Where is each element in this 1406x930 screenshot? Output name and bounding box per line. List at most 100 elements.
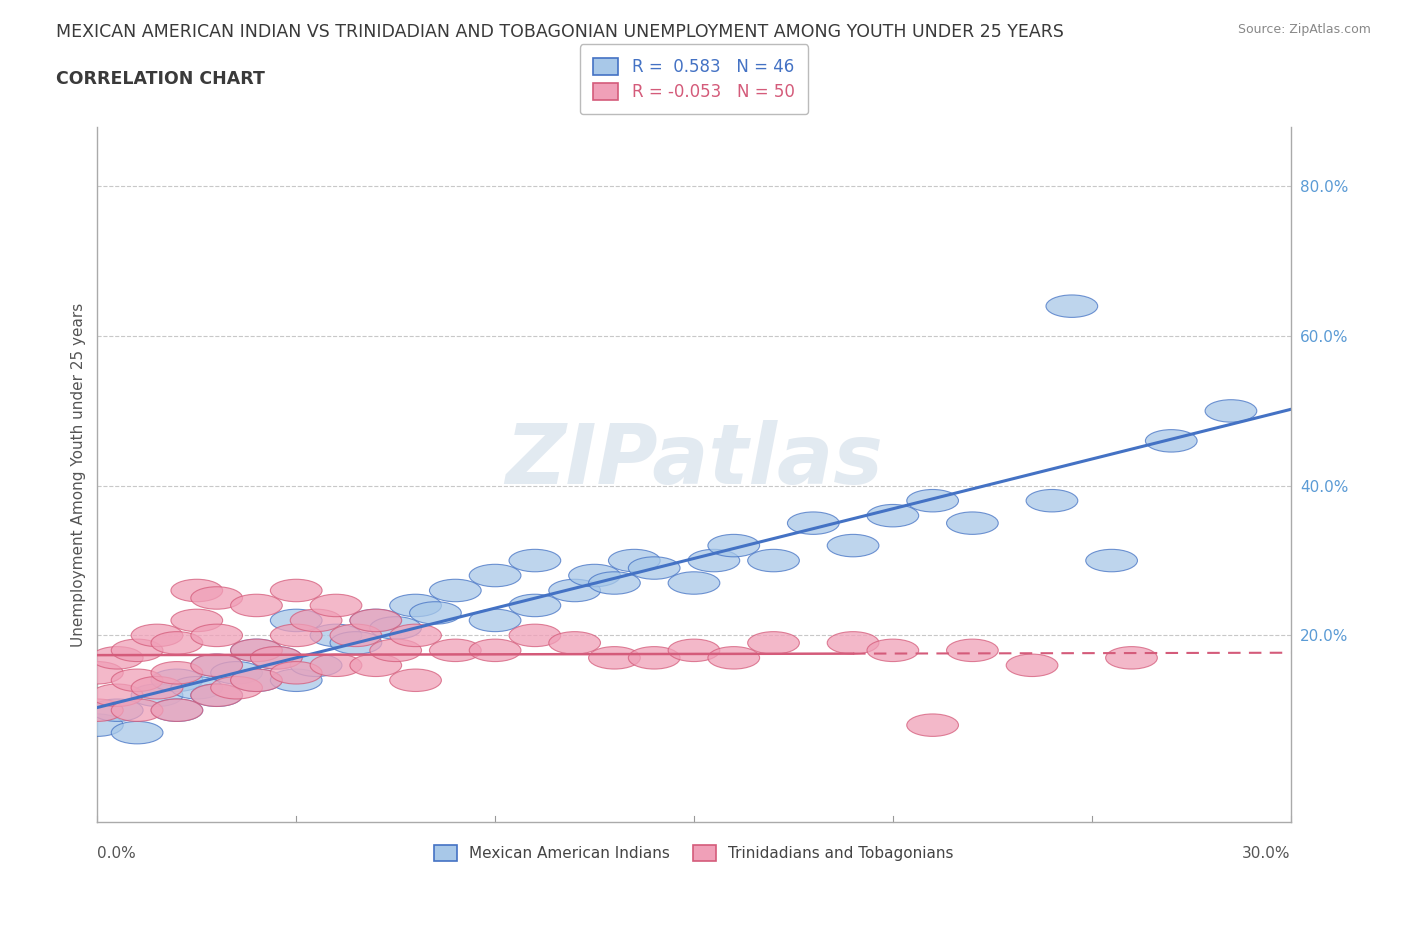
Ellipse shape [270,669,322,692]
Ellipse shape [72,714,124,737]
Ellipse shape [1007,654,1057,676]
Ellipse shape [111,639,163,661]
Ellipse shape [131,624,183,646]
Ellipse shape [868,504,918,527]
Ellipse shape [150,661,202,684]
Y-axis label: Unemployment Among Youth under 25 years: Unemployment Among Youth under 25 years [72,302,86,646]
Ellipse shape [191,684,242,707]
Ellipse shape [350,609,402,631]
Ellipse shape [72,661,124,684]
Text: Source: ZipAtlas.com: Source: ZipAtlas.com [1237,23,1371,36]
Ellipse shape [72,699,124,722]
Ellipse shape [131,676,183,699]
Ellipse shape [628,557,681,579]
Ellipse shape [868,639,918,661]
Ellipse shape [470,565,522,587]
Text: 0.0%: 0.0% [97,845,136,860]
Ellipse shape [370,639,422,661]
Ellipse shape [470,639,522,661]
Ellipse shape [91,699,143,722]
Text: ZIPatlas: ZIPatlas [505,420,883,501]
Ellipse shape [589,646,640,669]
Ellipse shape [429,639,481,661]
Ellipse shape [150,699,202,722]
Ellipse shape [150,699,202,722]
Ellipse shape [609,550,661,572]
Ellipse shape [211,676,263,699]
Ellipse shape [270,579,322,602]
Ellipse shape [91,684,143,707]
Ellipse shape [330,624,382,646]
Ellipse shape [389,624,441,646]
Ellipse shape [231,594,283,617]
Ellipse shape [290,609,342,631]
Ellipse shape [231,669,283,692]
Ellipse shape [270,609,322,631]
Ellipse shape [429,579,481,602]
Ellipse shape [548,631,600,654]
Ellipse shape [191,654,242,676]
Ellipse shape [172,609,222,631]
Ellipse shape [350,654,402,676]
Ellipse shape [191,684,242,707]
Ellipse shape [548,579,600,602]
Text: 30.0%: 30.0% [1241,845,1291,860]
Ellipse shape [330,631,382,654]
Ellipse shape [91,646,143,669]
Ellipse shape [231,639,283,661]
Ellipse shape [191,587,242,609]
Ellipse shape [111,699,163,722]
Ellipse shape [787,512,839,535]
Ellipse shape [370,617,422,639]
Ellipse shape [350,609,402,631]
Ellipse shape [827,535,879,557]
Ellipse shape [628,646,681,669]
Ellipse shape [389,669,441,692]
Ellipse shape [568,565,620,587]
Ellipse shape [409,602,461,624]
Ellipse shape [509,594,561,617]
Legend: Mexican American Indians, Trinidadians and Tobagonians: Mexican American Indians, Trinidadians a… [427,839,960,867]
Ellipse shape [191,654,242,676]
Ellipse shape [748,631,800,654]
Ellipse shape [1085,550,1137,572]
Ellipse shape [150,669,202,692]
Ellipse shape [946,639,998,661]
Ellipse shape [131,684,183,707]
Ellipse shape [827,631,879,654]
Ellipse shape [748,550,800,572]
Ellipse shape [311,624,361,646]
Ellipse shape [470,609,522,631]
Ellipse shape [250,646,302,669]
Ellipse shape [311,654,361,676]
Ellipse shape [907,714,959,737]
Ellipse shape [111,669,163,692]
Ellipse shape [707,535,759,557]
Ellipse shape [172,676,222,699]
Ellipse shape [389,594,441,617]
Ellipse shape [270,661,322,684]
Ellipse shape [668,639,720,661]
Text: MEXICAN AMERICAN INDIAN VS TRINIDADIAN AND TOBAGONIAN UNEMPLOYMENT AMONG YOUTH U: MEXICAN AMERICAN INDIAN VS TRINIDADIAN A… [56,23,1064,41]
Ellipse shape [270,624,322,646]
Ellipse shape [1105,646,1157,669]
Ellipse shape [150,631,202,654]
Ellipse shape [688,550,740,572]
Ellipse shape [1205,400,1257,422]
Ellipse shape [111,722,163,744]
Ellipse shape [231,669,283,692]
Ellipse shape [250,646,302,669]
Ellipse shape [191,624,242,646]
Ellipse shape [907,489,959,512]
Ellipse shape [211,661,263,684]
Ellipse shape [509,550,561,572]
Ellipse shape [509,624,561,646]
Text: CORRELATION CHART: CORRELATION CHART [56,70,266,87]
Ellipse shape [589,572,640,594]
Ellipse shape [1026,489,1078,512]
Ellipse shape [668,572,720,594]
Ellipse shape [1046,295,1098,317]
Ellipse shape [231,639,283,661]
Ellipse shape [172,579,222,602]
Ellipse shape [707,646,759,669]
